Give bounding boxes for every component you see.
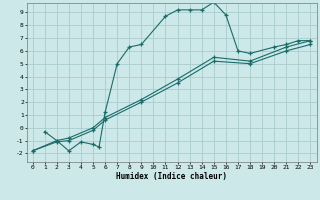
X-axis label: Humidex (Indice chaleur): Humidex (Indice chaleur)	[116, 172, 227, 181]
